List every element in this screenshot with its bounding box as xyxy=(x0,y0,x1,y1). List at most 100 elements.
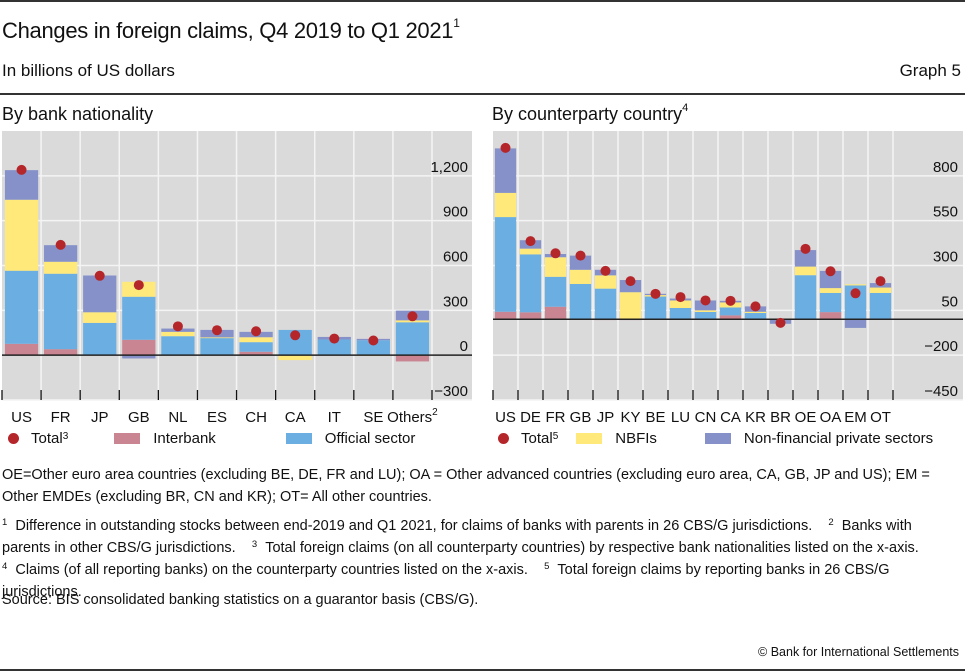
total-dot xyxy=(133,280,144,291)
bar-segment-interbank xyxy=(819,312,842,320)
y-tick-label: 300 xyxy=(443,293,468,310)
copyright: © Bank for International Settlements xyxy=(758,645,959,659)
bar-segment-nbfi xyxy=(819,288,842,293)
total-dot xyxy=(700,295,711,306)
bar-segment-nbfi xyxy=(4,199,39,271)
bar-segment-official xyxy=(239,342,273,352)
footnotes: 1 Difference in outstanding stocks betwe… xyxy=(2,515,964,603)
x-category-label: OE xyxy=(795,409,817,426)
bar-segment-nbfi xyxy=(744,311,767,314)
total-dot xyxy=(251,326,262,337)
total-dot xyxy=(550,248,561,259)
panel-left-title: By bank nationality xyxy=(2,104,153,125)
y-tick-label: 550 xyxy=(933,204,958,221)
x-category-label: US xyxy=(495,409,516,426)
bar-segment-nbfi xyxy=(200,337,234,339)
footnote-text: Total foreign claims by reporting banks … xyxy=(2,562,890,600)
bar-segment-interbank xyxy=(4,343,39,356)
bar-segment-nonfin xyxy=(569,255,592,270)
x-category-label: DE xyxy=(520,409,541,426)
category-footnote-marker: 2 xyxy=(432,407,438,418)
legend-label-nonfin: Non-financial private sectors xyxy=(743,430,934,447)
total-dot xyxy=(212,325,222,336)
y-tick-label: 50 xyxy=(941,293,958,310)
bar-segment-official xyxy=(819,292,842,313)
total-dot xyxy=(650,288,661,299)
x-category-label: JP xyxy=(597,409,615,426)
x-category-label: CN xyxy=(695,409,717,426)
bar-segment-nbfi xyxy=(83,312,117,323)
x-category-label: LU xyxy=(671,409,690,426)
bar-segment-nonfin xyxy=(794,250,817,267)
total-dot xyxy=(800,243,811,254)
legend-footnote-marker: 3 xyxy=(62,431,69,442)
x-category-label: OA xyxy=(820,409,842,426)
footnote-marker: 4 xyxy=(2,561,8,572)
bar-segment-official xyxy=(694,311,717,320)
total-dot xyxy=(725,295,736,306)
total-dot xyxy=(675,292,686,303)
footnote-marker: 5 xyxy=(544,561,550,572)
top-rule xyxy=(0,0,965,2)
source-note: Source: BIS consolidated banking statist… xyxy=(2,592,479,608)
x-category-label: Others2 xyxy=(387,407,438,426)
legend-label-total: Total xyxy=(31,430,63,447)
total-dot xyxy=(625,276,636,287)
bar-segment-nbfi xyxy=(494,192,517,218)
bar-segment-interbank xyxy=(719,315,742,320)
interbank-swatch-icon xyxy=(114,433,141,444)
bar-segment-nbfi xyxy=(44,261,78,274)
total-dot xyxy=(525,236,536,247)
x-category-label: CA xyxy=(285,409,306,426)
footnote-text: Claims (of all reporting banks) on the c… xyxy=(15,562,528,578)
y-tick-label: −450 xyxy=(924,383,958,400)
x-category-label: KY xyxy=(620,409,640,426)
bar-segment-official xyxy=(83,322,117,356)
bar-segment-nbfi xyxy=(161,331,195,337)
x-category-label: IT xyxy=(328,409,341,426)
panel-right-title: By counterparty country4 xyxy=(492,102,688,125)
bar-segment-official xyxy=(594,288,617,320)
total-dot xyxy=(775,317,786,328)
bar-segment-nonfin xyxy=(44,245,78,262)
bar-segment-nbfi xyxy=(694,310,717,312)
x-category-label: CA xyxy=(720,409,741,426)
x-category-label: SE xyxy=(363,409,383,426)
bar-segment-interbank xyxy=(122,339,156,356)
bar-segment-official xyxy=(4,270,39,344)
panel-right-title-text: By counterparty country xyxy=(492,104,683,124)
footnote-marker: 1 xyxy=(2,517,8,528)
total-dot xyxy=(850,288,861,299)
legend-item-total: Total 3 xyxy=(8,430,68,447)
bar-segment-interbank xyxy=(544,306,567,320)
bar-segment-nbfi xyxy=(619,292,642,320)
bar-segment-nbfi xyxy=(395,320,430,323)
footnote-text: Total foreign claims (on all counterpart… xyxy=(265,540,919,556)
bar-segment-interbank xyxy=(395,355,430,362)
bar-segment-official xyxy=(794,275,817,320)
bar-segment-official xyxy=(161,336,195,356)
legend-label-nbfi: NBFIs xyxy=(615,430,657,447)
x-category-label: FR xyxy=(51,409,71,426)
bar-segment-nonfin xyxy=(83,275,117,313)
legend-item-official: Official sector xyxy=(285,430,415,447)
total-dot-icon xyxy=(8,433,19,444)
bar-segment-official xyxy=(844,285,867,320)
footnote-marker: 2 xyxy=(828,517,834,528)
legend-left: Total 3 Interbank Official sector xyxy=(8,430,415,447)
bar-segment-nonfin xyxy=(494,148,517,193)
total-dot xyxy=(172,321,183,332)
legend-label-interbank: Interbank xyxy=(153,430,216,447)
legend-label-total: Total xyxy=(521,430,553,447)
header-rule xyxy=(0,93,965,95)
x-category-label: ES xyxy=(207,409,227,426)
total-dot xyxy=(500,142,511,153)
bar-segment-interbank xyxy=(494,311,517,320)
y-tick-label: 1,200 xyxy=(430,159,468,176)
chart-bank-nationality: −300 0 300 600 900 1,200 US FR JP GB NL ES CH CA IT SE O… xyxy=(1,131,472,426)
bar-segment-interbank xyxy=(44,349,78,356)
bar-segment-official xyxy=(122,296,156,340)
y-tick-label: −300 xyxy=(434,383,468,400)
bar-segment-official xyxy=(519,254,542,313)
bar-segment-official xyxy=(395,322,430,356)
